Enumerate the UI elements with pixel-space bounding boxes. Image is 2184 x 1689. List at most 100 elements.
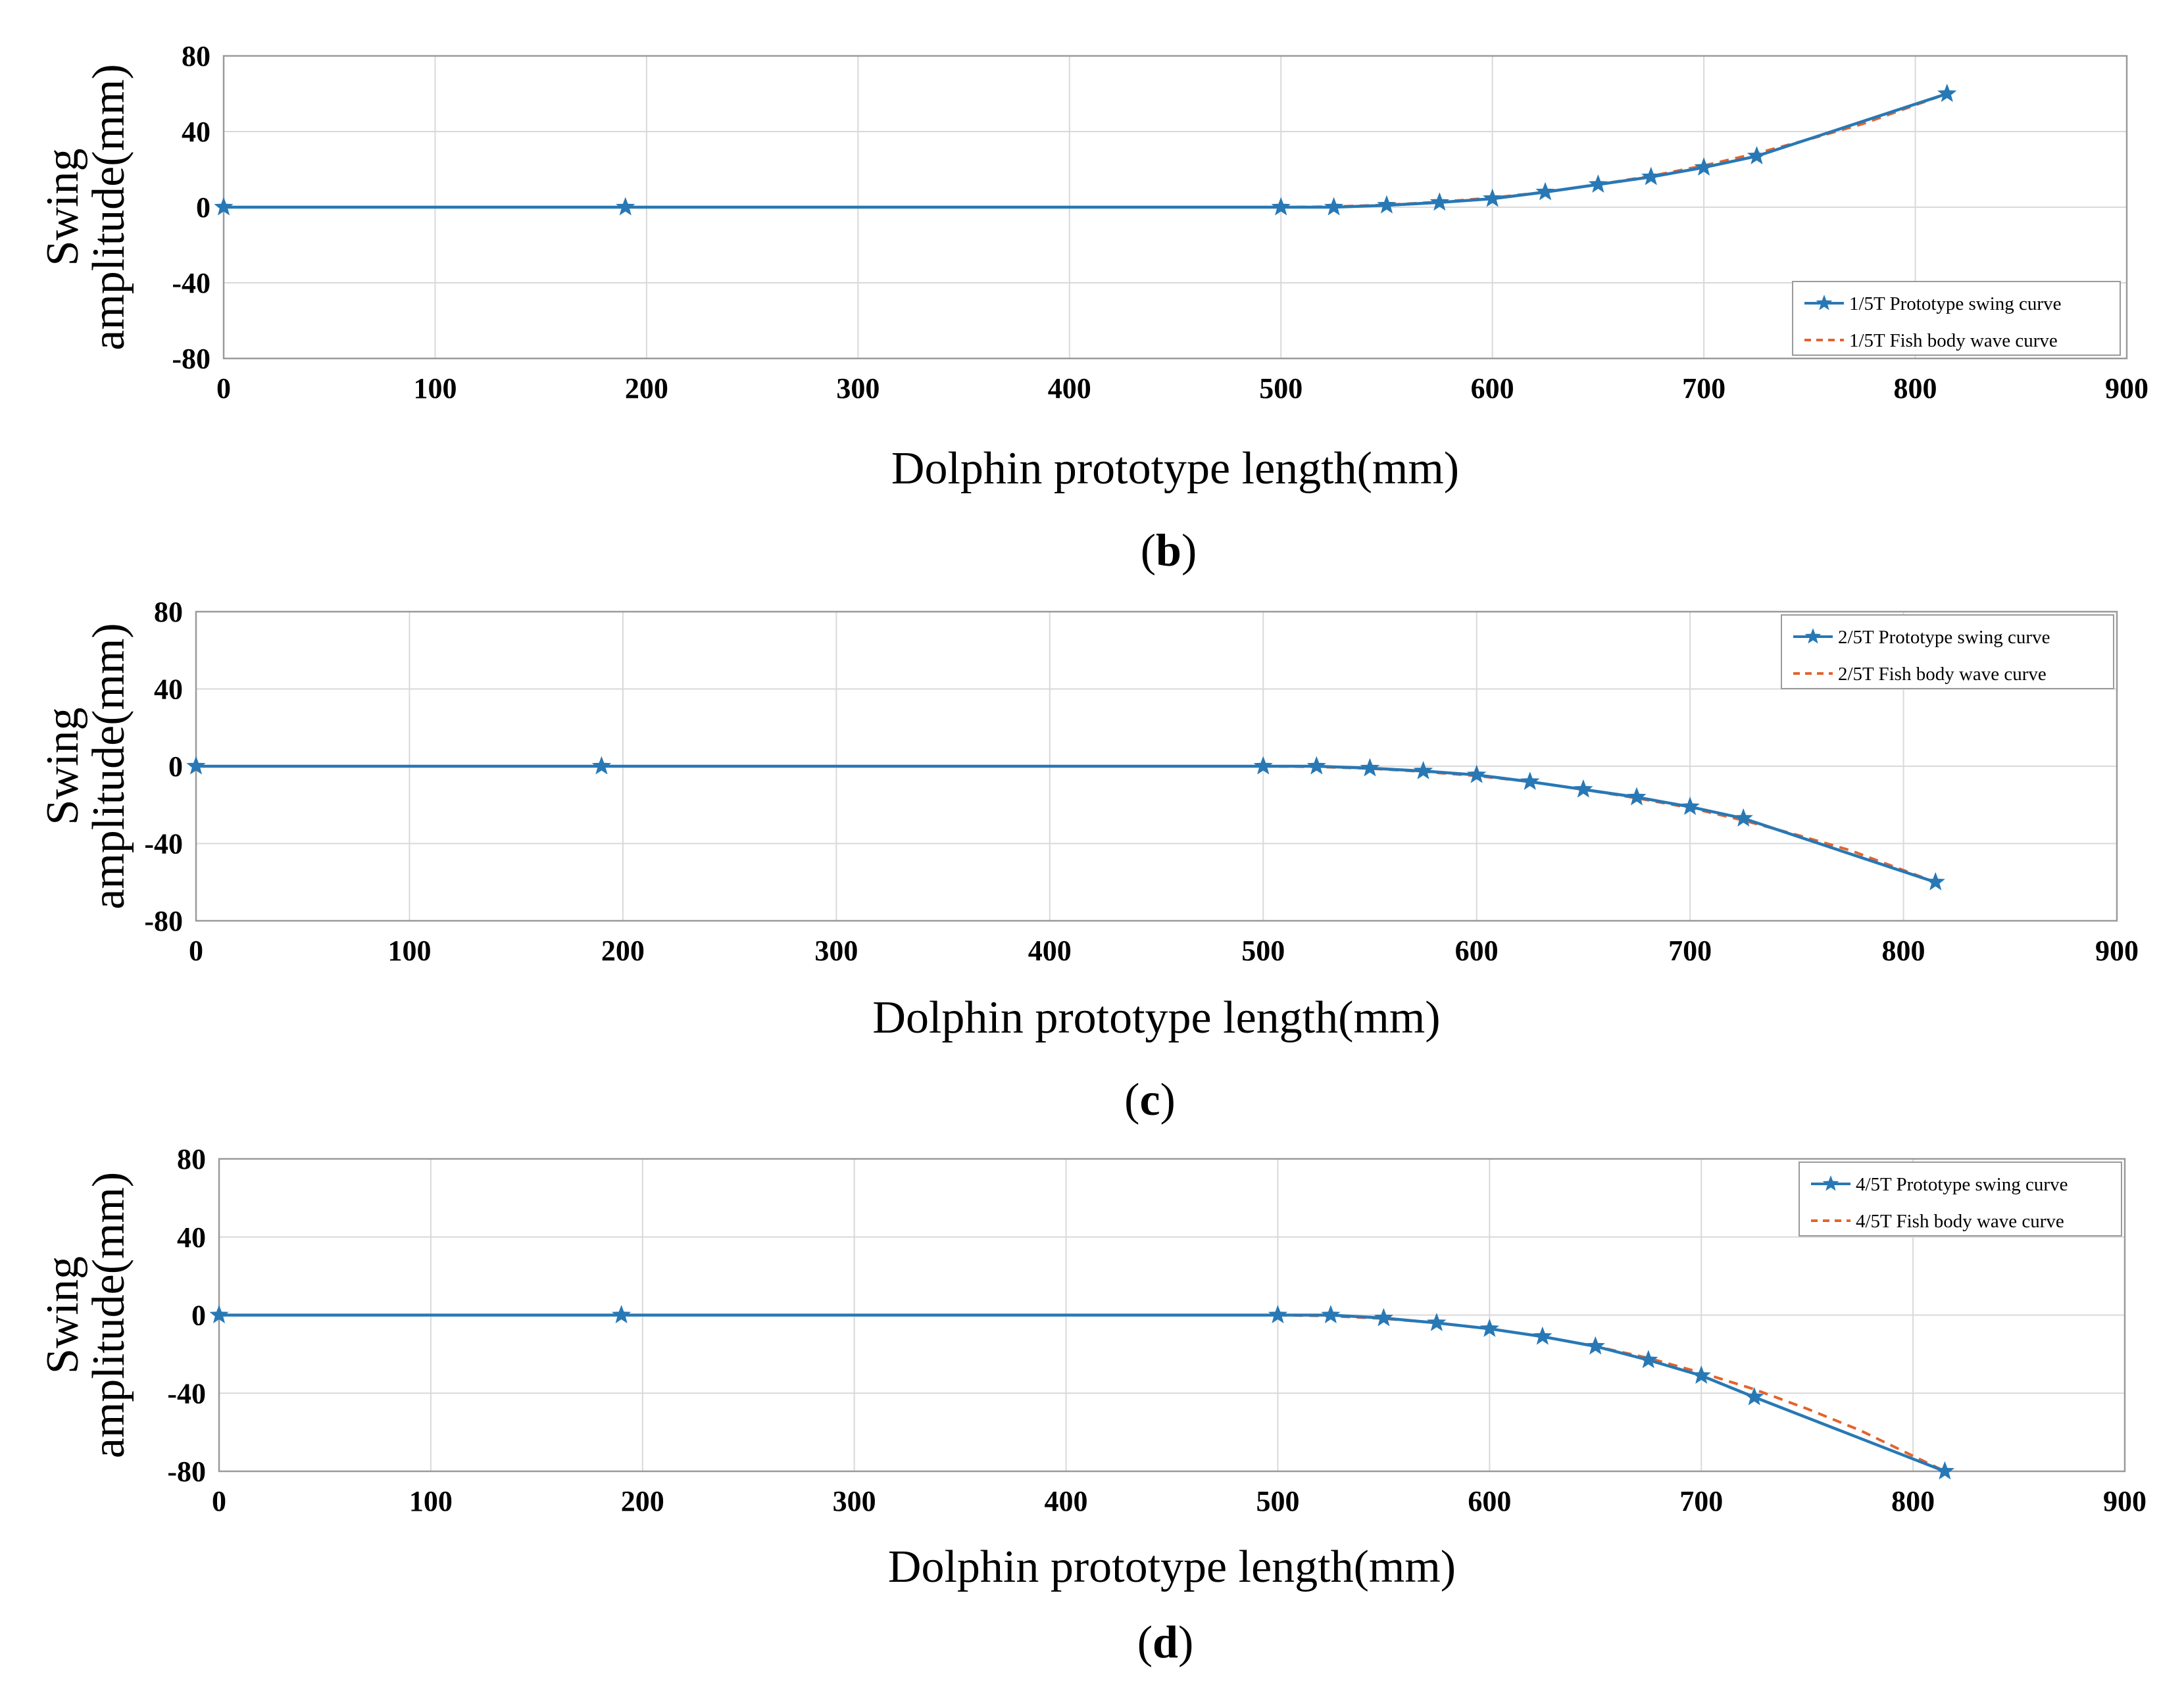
y-axis-label-line1: Swing	[37, 1256, 88, 1374]
y-axis-label-line2: amplitude(mm)	[84, 1172, 134, 1458]
legend: 4/5T Prototype swing curve 4/5T Fish body…	[1799, 1162, 2122, 1236]
y-tick-label: 40	[182, 116, 211, 148]
y-tick-label: 0	[196, 191, 211, 224]
x-tick-label: 300	[814, 935, 858, 967]
x-tick-label: 900	[2103, 1485, 2147, 1517]
chart-panel-c: 0 100 200 300 400 500 600 700 800 90080400-40-80D…	[37, 596, 2139, 1125]
legend: 1/5T Prototype swing curve 1/5T Fish body…	[1792, 281, 2121, 356]
y-tick-label: -80	[144, 905, 183, 937]
data-point-star	[1429, 192, 1449, 211]
data-point-star	[1535, 182, 1555, 201]
y-tick-label: 40	[177, 1221, 206, 1254]
data-point-star	[1268, 1305, 1288, 1323]
y-tick-label: -40	[144, 828, 183, 860]
data-point-star	[1306, 756, 1326, 775]
y-tick-label: 0	[191, 1300, 206, 1332]
panel-caption: (d)	[1137, 1617, 1194, 1668]
data-point-star	[1627, 787, 1647, 806]
data-point-star	[1585, 1336, 1605, 1355]
legend-entry-label: 2/5T Prototype swing curve	[1838, 627, 2050, 648]
data-point-star	[1639, 1350, 1658, 1369]
data-point-star	[1483, 188, 1502, 207]
y-tick-label: -40	[167, 1377, 206, 1409]
data-point-star	[1925, 871, 1945, 891]
x-tick-label: 200	[621, 1485, 664, 1517]
x-tick-label: 500	[1241, 935, 1285, 967]
data-point-star	[1747, 145, 1767, 164]
legend-entry-label: 1/5T Fish body wave curve	[1849, 330, 2058, 351]
x-axis-label: Dolphin prototype length(mm)	[872, 992, 1440, 1043]
data-point-star	[1588, 174, 1608, 193]
data-point-star	[1377, 195, 1397, 214]
x-tick-label: 600	[1455, 935, 1499, 967]
data-point-star	[1427, 1312, 1447, 1331]
x-tick-label: 900	[2105, 372, 2148, 404]
data-point-star	[1360, 758, 1380, 777]
x-tick-label: 200	[601, 935, 645, 967]
data-point-star	[1479, 1318, 1499, 1337]
x-tick-label: 900	[2095, 935, 2139, 967]
data-point-star	[1324, 197, 1344, 216]
y-axis-label-line1: Swing	[37, 149, 88, 266]
data-point-star	[1374, 1308, 1394, 1327]
legend-star-marker	[1804, 628, 1822, 644]
y-tick-label: -80	[172, 343, 211, 375]
legend-star-marker	[1816, 295, 1833, 310]
data-point-star	[1574, 779, 1593, 798]
y-axis-label-line2: amplitude(mm)	[84, 623, 134, 909]
data-point-star	[1680, 796, 1700, 816]
data-point-star	[1271, 197, 1291, 216]
x-axis-label: Dolphin prototype length(mm)	[891, 443, 1459, 494]
x-tick-label: 0	[216, 372, 231, 404]
data-point-star	[1691, 1365, 1711, 1384]
x-tick-label: 0	[212, 1485, 226, 1517]
y-tick-label: -40	[172, 267, 211, 299]
data-point-star	[1520, 771, 1540, 790]
y-axis-label-line2: amplitude(mm)	[84, 64, 134, 350]
panel-caption: (c)	[1124, 1075, 1176, 1125]
x-tick-label: 100	[387, 935, 431, 967]
legend-entry-label: 4/5T Fish body wave curve	[1856, 1211, 2064, 1232]
data-point-star	[1937, 84, 1957, 102]
legend-box	[1781, 614, 2114, 689]
x-tick-label: 600	[1471, 372, 1514, 404]
data-point-star	[1467, 764, 1487, 783]
data-point-star	[209, 1305, 229, 1323]
x-tick-label: 400	[1048, 372, 1091, 404]
y-axis-label-line1: Swing	[37, 708, 88, 825]
x-axis-label: Dolphin prototype length(mm)	[888, 1542, 1456, 1592]
y-tick-label: 80	[177, 1143, 206, 1175]
legend-entry-label: 1/5T Prototype swing curve	[1849, 293, 2061, 314]
legend: 2/5T Prototype swing curve 2/5T Fish body…	[1781, 614, 2114, 689]
y-tick-label: 0	[168, 750, 183, 783]
y-tick-label: 40	[154, 673, 183, 706]
data-point-star	[616, 197, 635, 216]
panel-caption: (b)	[1141, 526, 1197, 576]
data-point-star	[611, 1305, 632, 1323]
legend-box	[1792, 281, 2121, 356]
y-tick-label: 80	[154, 596, 183, 628]
legend-entry-label: 2/5T Fish body wave curve	[1838, 664, 2047, 685]
data-point-star	[1413, 760, 1433, 779]
x-tick-label: 700	[1668, 935, 1712, 967]
x-tick-label: 0	[189, 935, 203, 967]
x-tick-label: 300	[836, 372, 880, 404]
x-tick-label: 800	[1894, 372, 1937, 404]
data-point-star	[1745, 1386, 1764, 1406]
x-tick-label: 700	[1679, 1485, 1723, 1517]
data-point-star	[214, 197, 234, 216]
legend-star-marker	[1822, 1175, 1839, 1191]
data-point-star	[1321, 1305, 1341, 1323]
data-point-star	[1641, 166, 1661, 185]
x-tick-label: 500	[1259, 372, 1303, 404]
legend-entry-label: 4/5T Prototype swing curve	[1856, 1174, 2068, 1195]
data-point-star	[1935, 1461, 1955, 1480]
x-tick-label: 800	[1891, 1485, 1935, 1517]
y-tick-label: -80	[167, 1456, 206, 1488]
chart-panel-b: 0 100 200 300 400 500 600 700 800 90080400-40-80D…	[37, 40, 2148, 576]
data-point-star	[1253, 756, 1273, 775]
data-point-star	[591, 756, 612, 775]
data-point-star	[1733, 808, 1753, 827]
y-tick-label: 80	[182, 40, 211, 72]
